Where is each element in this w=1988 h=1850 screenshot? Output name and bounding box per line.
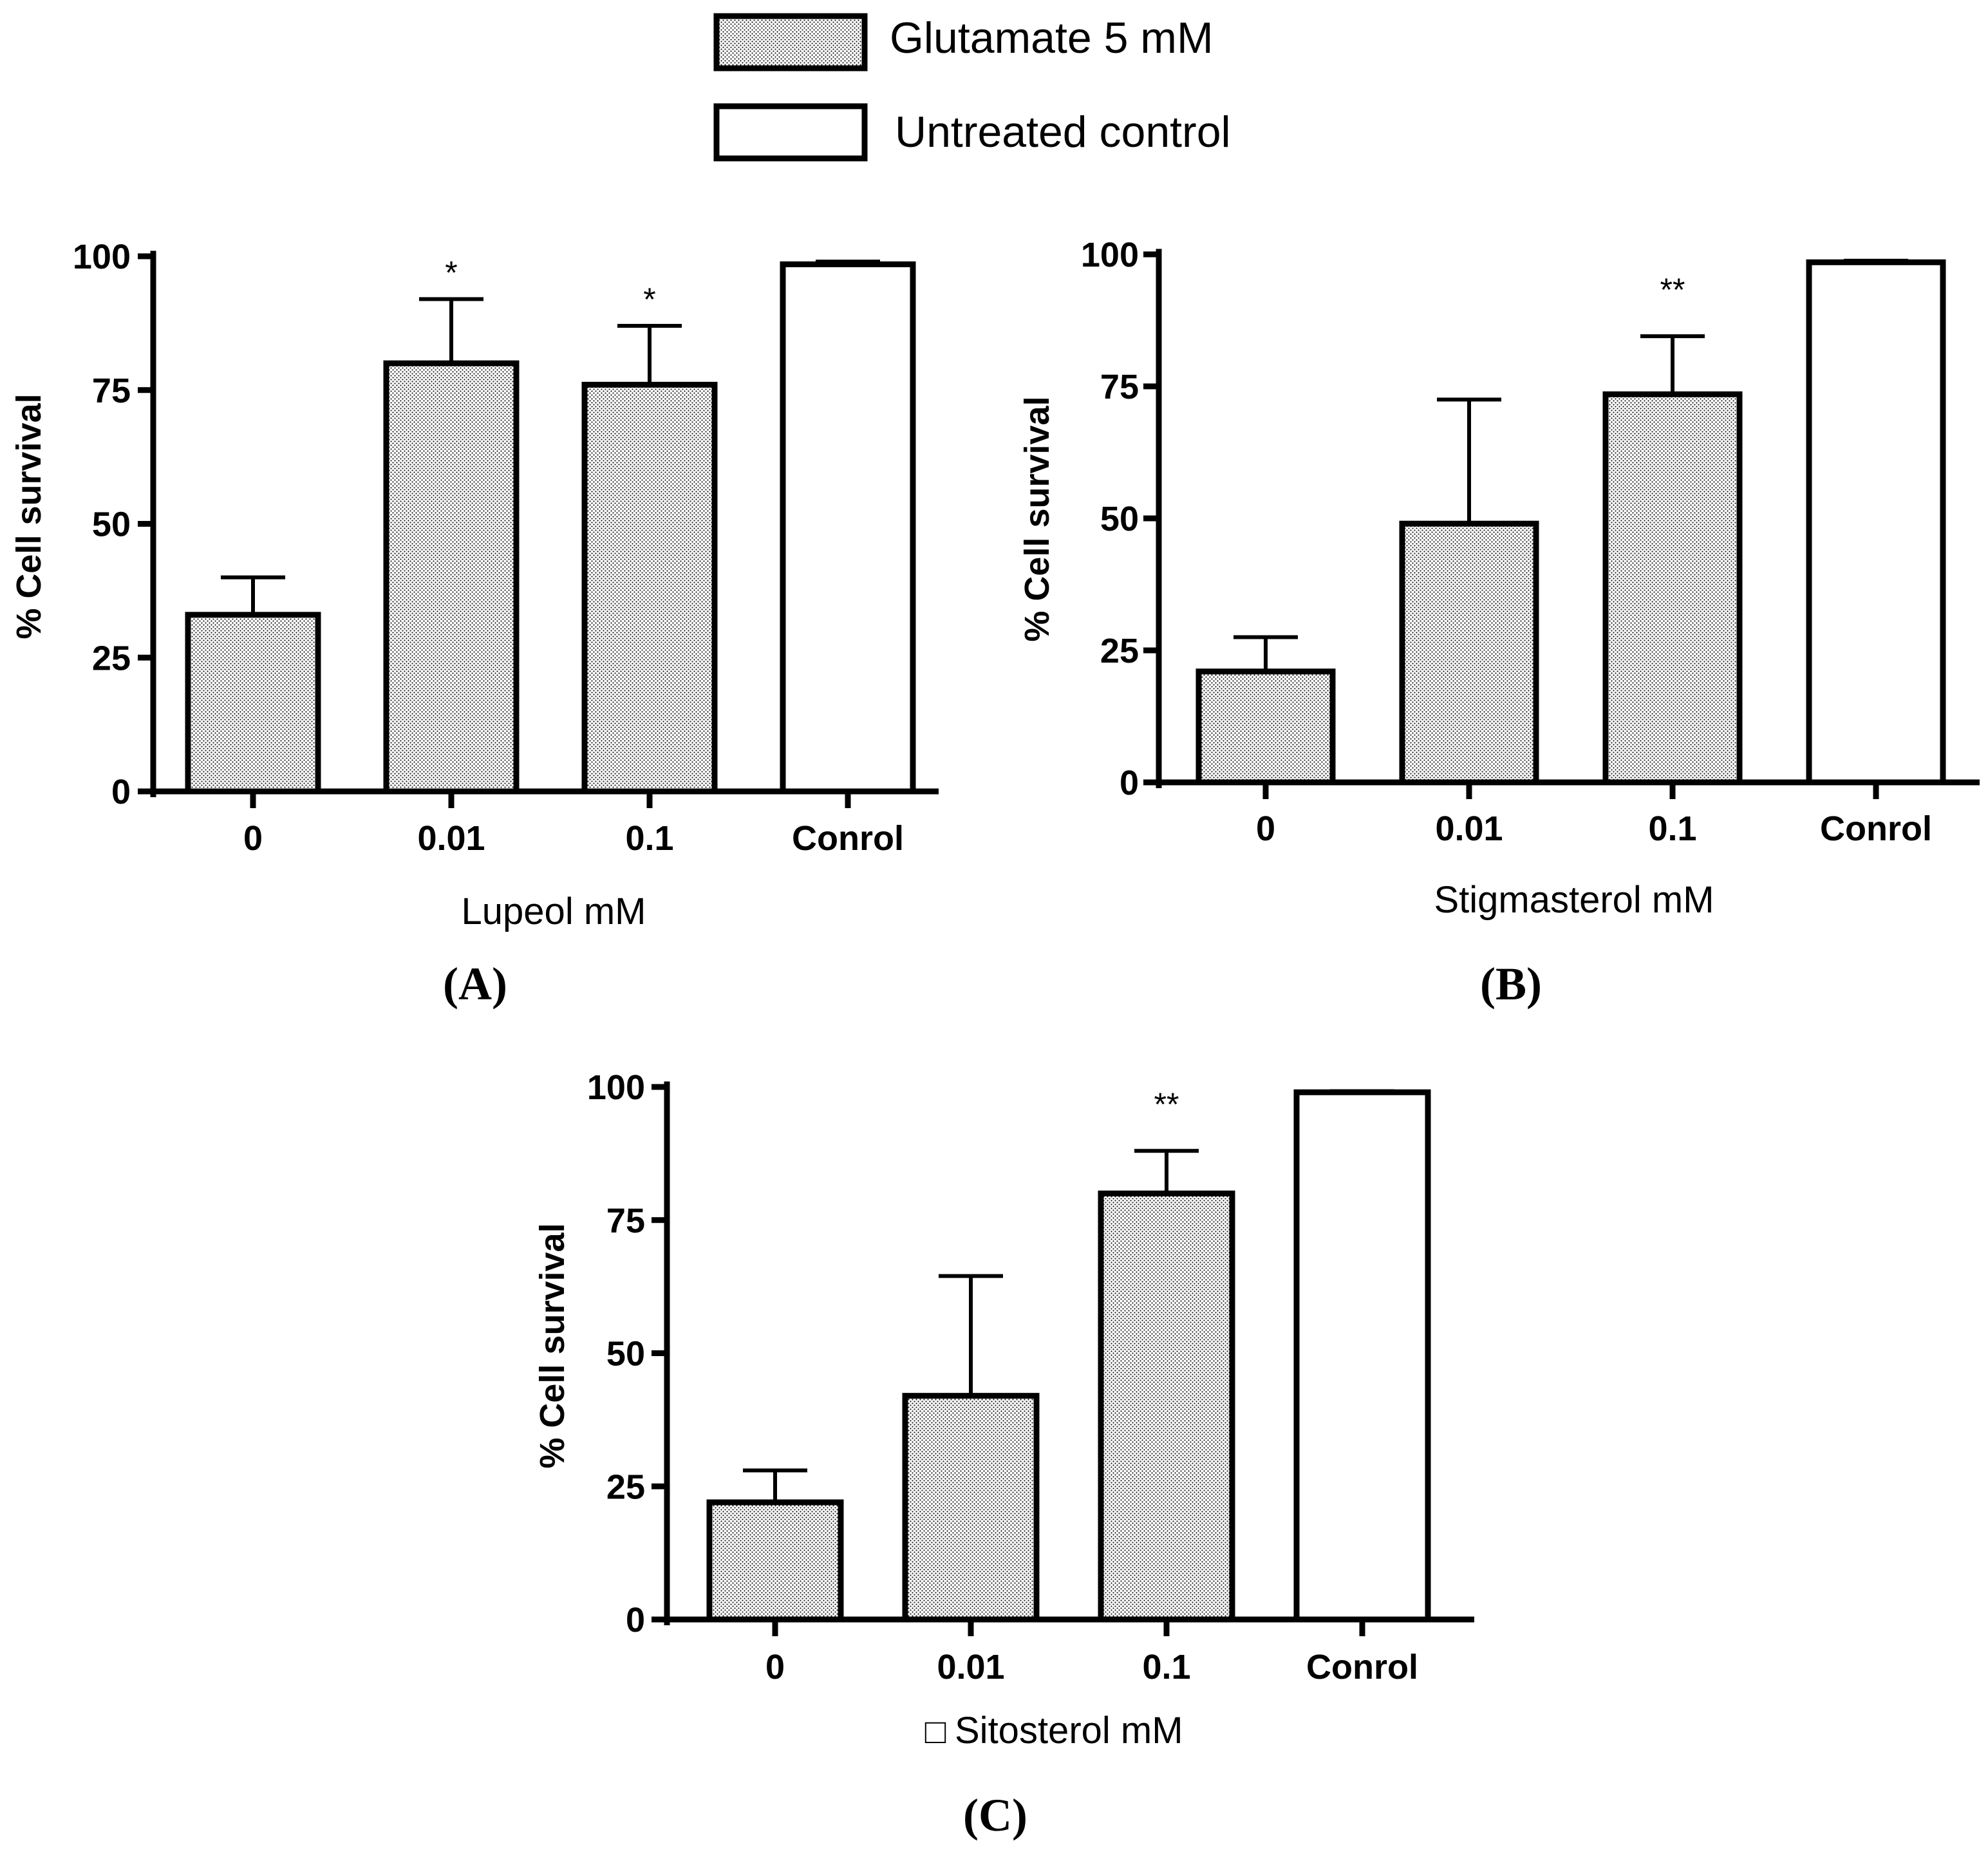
panel-a-x-tick-label: 0: [243, 819, 263, 858]
panel-b-bar: [1196, 668, 1336, 786]
panel-c-plot-area: 0 25 50 75 100 0 0.01 0.1 ** Conrol: [587, 1068, 1474, 1686]
panel-b-y-tick-label: 50: [1100, 500, 1139, 538]
panel-a-y-tick-label: 100: [73, 238, 131, 276]
panel-c-y-axis-label: % Cell survival: [533, 1223, 572, 1468]
panel-c-x-tick-label: 0.1: [1142, 1648, 1190, 1686]
panel-a-plot-area: 0 25 50 75 100 0 0.01 * 0.1 * Conrol: [73, 238, 939, 858]
panel-c-bar: [1098, 1190, 1235, 1623]
panel-c-y-tick-label: 25: [606, 1468, 645, 1506]
panel-b-x-tick-label: 0.1: [1648, 809, 1696, 848]
panel-a-y-tick-label: 75: [92, 372, 131, 410]
legend-label-glutamate: Glutamate 5 mM: [890, 14, 1214, 62]
panel-a-y-axis-label: % Cell survival: [10, 393, 48, 639]
panel-a-y-tick-label: 25: [92, 639, 131, 677]
panel-c-x-axis-label: Sitosterol mM: [955, 1710, 1183, 1751]
panel-a-significance-mark: *: [643, 281, 655, 317]
panel-b-significance-mark: **: [1660, 272, 1685, 308]
legend-swatch-glutamate: [713, 13, 868, 71]
panel-a-significance-mark: *: [445, 254, 457, 290]
panel-b-label: (B): [1480, 958, 1542, 1010]
panel-a-label: (A): [443, 958, 507, 1010]
panel-c-y-tick-label: 50: [606, 1335, 645, 1373]
panel-a-x-tick-label: 0.01: [417, 819, 485, 858]
panel-b-x-tick-label: 0.01: [1435, 809, 1503, 848]
panel-c-bar: [1293, 1089, 1431, 1623]
panel-a-x-tick-label: 0.1: [625, 819, 673, 858]
panel-c-bar: [706, 1499, 844, 1623]
panel-a-bar: [780, 261, 916, 795]
panel-a: 0 25 50 75 100 0 0.01 * 0.1 * Conrol % Cell surviv…: [10, 238, 939, 1010]
panel-a-y-tick-label: 0: [111, 773, 131, 811]
legend-swatch-untreated: [713, 103, 868, 162]
panel-b-y-tick-label: 100: [1081, 236, 1139, 274]
panel-b-plot-area: 0 25 50 75 100 0 0.01 0.1 ** Conrol: [1081, 236, 1980, 848]
panel-c-y-tick-label: 100: [587, 1068, 645, 1107]
panel-a-bar: [383, 360, 520, 795]
panel-b-bar: [1806, 259, 1946, 786]
panel-a-bar: [185, 612, 321, 795]
panel-b-x-tick-label: 0: [1256, 809, 1275, 848]
panel-b-y-tick-label: 25: [1100, 632, 1139, 670]
panel-a-y-tick-label: 50: [92, 505, 131, 544]
panel-c-x-tick-label: 0: [765, 1648, 785, 1686]
panel-c: 0 25 50 75 100 0 0.01 0.1 ** Conrol % Cell surviv…: [533, 1068, 1474, 1841]
panel-c-label: (C): [963, 1789, 1027, 1841]
panel-b-bar: [1399, 520, 1539, 786]
panel-a-x-axis-label: Lupeol mM: [462, 891, 646, 932]
panel-c-x-axis-prefix-glyph: □: [925, 1712, 946, 1751]
panel-c-x-tick-label: Conrol: [1306, 1648, 1418, 1686]
legend: Glutamate 5 mM Untreated control: [713, 13, 1231, 162]
panel-b-x-tick-label: Conrol: [1820, 809, 1932, 848]
panel-a-x-tick-label: Conrol: [792, 819, 904, 858]
panel-c-y-tick-label: 75: [606, 1202, 645, 1240]
panel-b-x-axis-label: Stigmasterol mM: [1434, 879, 1714, 921]
panel-a-bar: [581, 381, 718, 795]
legend-label-untreated: Untreated control: [895, 108, 1231, 156]
panel-c-significance-mark: **: [1154, 1086, 1179, 1122]
panel-b-y-tick-label: 75: [1100, 368, 1139, 406]
panel-c-x-tick-label: 0.01: [937, 1648, 1004, 1686]
panel-c-bar: [902, 1393, 1040, 1623]
panel-b-y-axis-label: % Cell survival: [1018, 396, 1056, 641]
panel-b-y-tick-label: 0: [1120, 764, 1139, 802]
panel-b: 0 25 50 75 100 0 0.01 0.1 ** Conrol % Cell surviv…: [1018, 236, 1980, 1010]
panel-c-y-tick-label: 0: [626, 1601, 645, 1639]
panel-b-bar: [1602, 391, 1743, 786]
